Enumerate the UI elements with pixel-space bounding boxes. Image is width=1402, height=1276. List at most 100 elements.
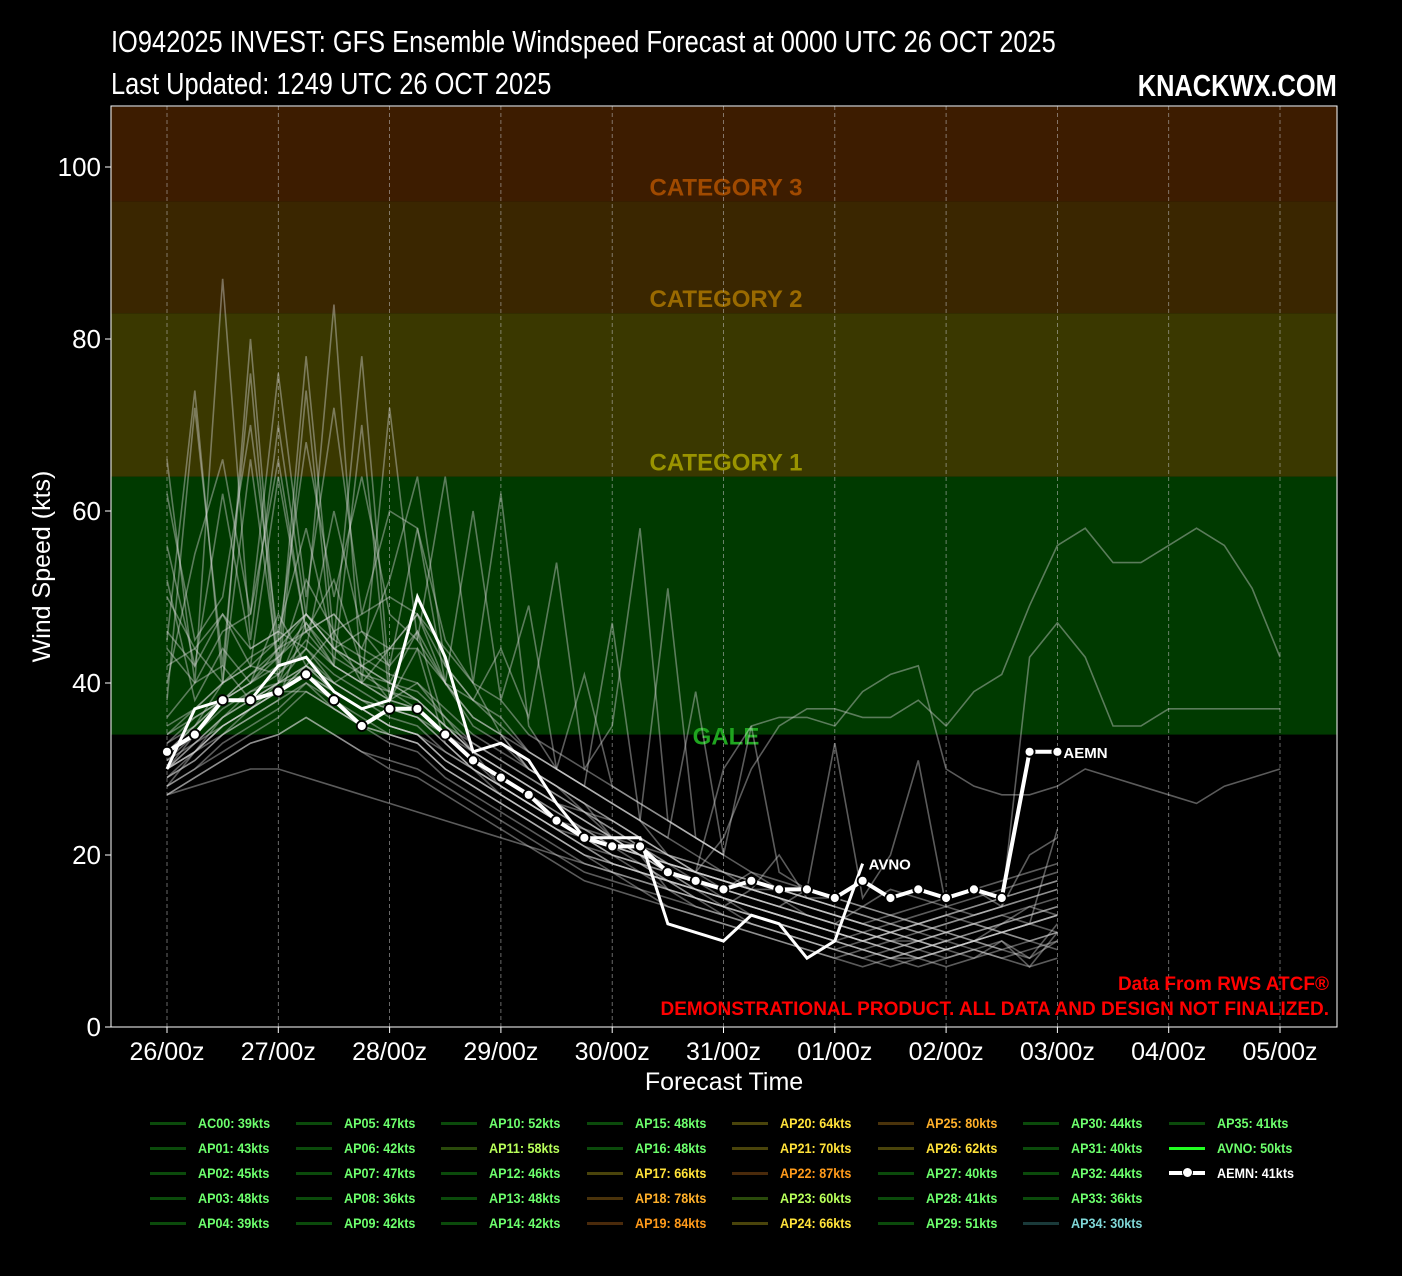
aemn-point bbox=[494, 771, 507, 784]
aemn-point bbox=[328, 694, 340, 707]
legend-item: AP21: 70kts bbox=[732, 1138, 859, 1158]
aemn-point bbox=[272, 685, 285, 698]
legend-label: AP15: 48kts bbox=[634, 1115, 706, 1131]
aemn-point bbox=[745, 874, 758, 887]
aemn-point bbox=[1023, 745, 1036, 758]
legend-swatch bbox=[150, 1196, 186, 1200]
legend-label: AP32: 44kts bbox=[1071, 1165, 1143, 1181]
legend-label: AP34: 30kts bbox=[1071, 1215, 1143, 1231]
series-line-ap10 bbox=[166, 613, 1281, 874]
chart-title: IO942025 INVEST: GFS Ensemble Windspeed … bbox=[111, 24, 1056, 59]
legend-label: AP29: 51kts bbox=[925, 1215, 997, 1231]
legend-item: AP19: 84kts bbox=[586, 1213, 714, 1233]
legend-label: AP25: 80kts bbox=[925, 1115, 997, 1131]
disclaimer-text: DEMONSTRATIONAL PRODUCT. ALL DATA AND DE… bbox=[661, 999, 1330, 1020]
legend-swatch bbox=[1023, 1196, 1059, 1200]
x-tick-label: 02/00z bbox=[909, 1038, 984, 1066]
aemn-point bbox=[801, 883, 813, 896]
legend-label: AP05: 47kts bbox=[343, 1115, 415, 1131]
legend-item: AP11: 58kts bbox=[441, 1138, 568, 1158]
aemn-point bbox=[578, 831, 591, 844]
legend-label: AP16: 48kts bbox=[634, 1140, 706, 1156]
aemn-point bbox=[355, 720, 368, 732]
legend-swatch bbox=[295, 1171, 332, 1175]
legend-label: AP07: 47kts bbox=[343, 1165, 415, 1181]
aemn-point bbox=[940, 892, 952, 904]
series-line-ap25 bbox=[166, 373, 947, 951]
x-tick-label: 03/00z bbox=[1020, 1038, 1095, 1066]
legend-swatch bbox=[1023, 1121, 1059, 1125]
aemn-point bbox=[439, 728, 452, 741]
legend-label: AP30: 44kts bbox=[1071, 1115, 1143, 1131]
legend-swatch bbox=[877, 1221, 914, 1225]
series-line-ap21 bbox=[166, 424, 1058, 942]
series-line-avno bbox=[165, 592, 865, 961]
legend-swatch bbox=[150, 1171, 186, 1175]
legend-label: AP17: 66kts bbox=[634, 1165, 706, 1181]
legend-label: AP24: 66kts bbox=[780, 1215, 852, 1231]
aemn-point bbox=[1051, 745, 1064, 758]
y-tick-label: 60 bbox=[72, 496, 101, 526]
legend-swatch bbox=[441, 1221, 477, 1225]
legend-label: AP01: 43kts bbox=[198, 1140, 270, 1156]
legend-item: AP09: 42kts bbox=[295, 1213, 423, 1233]
legend-item: AVNO: 50kts bbox=[1168, 1138, 1301, 1158]
legend-swatch bbox=[732, 1146, 768, 1150]
series-line-ap17 bbox=[166, 459, 724, 856]
legend-swatch bbox=[150, 1146, 186, 1150]
legend-label: AP31: 40kts bbox=[1071, 1140, 1143, 1156]
y-tick-label: 0 bbox=[87, 1012, 101, 1042]
legend-item: AP14: 42kts bbox=[441, 1213, 568, 1233]
series-line-ap04 bbox=[166, 690, 1059, 960]
legend-label: AP06: 42kts bbox=[343, 1140, 415, 1156]
band-category-3 bbox=[111, 106, 1337, 202]
legend-label: AP28: 41kts bbox=[925, 1190, 997, 1206]
aemn-point bbox=[383, 702, 396, 715]
band-label: CATEGORY 1 bbox=[650, 450, 803, 477]
legend-swatch bbox=[1168, 1146, 1205, 1150]
legend-swatch bbox=[732, 1196, 768, 1200]
legend-item: AP32: 44kts bbox=[1023, 1163, 1150, 1183]
legend-item: AP23: 60kts bbox=[732, 1188, 859, 1208]
legend-item: AP26: 62kts bbox=[877, 1138, 1005, 1158]
x-tick-label: 26/00z bbox=[129, 1038, 204, 1066]
legend-label: AP14: 42kts bbox=[489, 1215, 561, 1231]
aemn-point bbox=[550, 814, 563, 827]
legend-swatch bbox=[732, 1121, 768, 1125]
aemn-point bbox=[856, 874, 869, 887]
legend-label: AP23: 60kts bbox=[780, 1190, 852, 1206]
legend-item: AP07: 47kts bbox=[295, 1163, 423, 1183]
legend-swatch bbox=[586, 1171, 623, 1175]
y-axis-label: Wind Speed (kts) bbox=[28, 471, 56, 663]
legend-label: AP35: 41kts bbox=[1216, 1115, 1288, 1131]
aemn-point bbox=[216, 694, 229, 707]
legend-swatch bbox=[441, 1196, 477, 1200]
legend-swatch bbox=[441, 1146, 477, 1150]
band-category-1 bbox=[111, 313, 1337, 477]
legend-item: AP20: 64kts bbox=[732, 1113, 859, 1133]
band-label: GALE bbox=[693, 724, 760, 751]
x-tick-label: 05/00z bbox=[1242, 1038, 1317, 1066]
legend-item: AP05: 47kts bbox=[295, 1113, 423, 1133]
legend-item: AEMN: 41kts bbox=[1168, 1163, 1303, 1183]
aemn-point bbox=[467, 754, 479, 767]
series-line-ap18 bbox=[166, 373, 724, 916]
series-line-ap29 bbox=[166, 527, 1281, 874]
annotation-aemn: AEMN bbox=[1063, 745, 1107, 762]
legend-label: AP09: 42kts bbox=[343, 1215, 415, 1231]
legend-item: AP27: 40kts bbox=[877, 1163, 1005, 1183]
legend-swatch bbox=[1168, 1167, 1205, 1178]
aemn-point bbox=[634, 840, 646, 853]
legend-item: AP29: 51kts bbox=[877, 1213, 1005, 1233]
series-line-ap23 bbox=[166, 510, 724, 856]
legend-label: AP11: 58kts bbox=[489, 1140, 560, 1156]
legend-label: AP08: 36kts bbox=[343, 1190, 415, 1206]
aemn-point bbox=[606, 840, 619, 853]
wind-speed-chart: GALE CATEGORY 1 CATEGORY 2 CATEGORY 3 AEMN AV… bbox=[28, 105, 1338, 1096]
legend-swatch bbox=[295, 1196, 332, 1200]
legend-label: AC00: 39kts bbox=[198, 1115, 271, 1131]
y-tick-label: 80 bbox=[72, 324, 101, 354]
legend-item: AP10: 52kts bbox=[441, 1113, 568, 1133]
series-line-ap30 bbox=[166, 621, 1280, 917]
series-line-ap14 bbox=[166, 664, 1058, 951]
